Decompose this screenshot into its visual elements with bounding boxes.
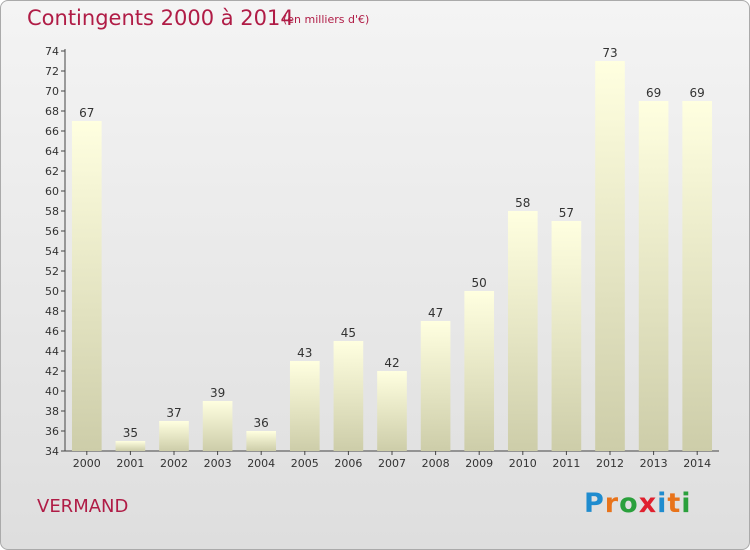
x-tick-label: 2003 <box>204 457 232 470</box>
data-label: 47 <box>428 306 443 320</box>
x-tick-label: 2014 <box>683 457 711 470</box>
bar <box>464 291 495 451</box>
y-tick-label: 38 <box>45 405 59 418</box>
data-label: 73 <box>602 46 617 60</box>
data-label: 50 <box>472 276 487 290</box>
y-tick-label: 74 <box>45 45 59 58</box>
chart-subtitle: (en milliers d'€) <box>283 13 370 26</box>
data-label: 43 <box>297 346 312 360</box>
y-tick-label: 70 <box>45 85 59 98</box>
bar <box>202 401 233 451</box>
commune-name: VERMAND <box>37 496 129 517</box>
y-tick-label: 34 <box>45 445 59 458</box>
y-tick-label: 40 <box>45 385 59 398</box>
y-tick-label: 48 <box>45 305 59 318</box>
x-tick-label: 2013 <box>640 457 668 470</box>
data-label: 39 <box>210 386 225 400</box>
y-tick-label: 56 <box>45 225 59 238</box>
bar <box>71 121 102 451</box>
y-tick-label: 68 <box>45 105 59 118</box>
logo-letter: o <box>619 488 639 519</box>
data-label: 42 <box>384 356 399 370</box>
y-tick-label: 62 <box>45 165 59 178</box>
bar <box>246 431 277 451</box>
y-tick-label: 42 <box>45 365 59 378</box>
bar <box>333 341 364 451</box>
logo-letter: t <box>667 488 682 519</box>
x-tick-label: 2002 <box>160 457 188 470</box>
y-tick-label: 54 <box>45 245 59 258</box>
data-label: 45 <box>341 326 356 340</box>
bar <box>289 361 320 451</box>
x-tick-label: 2007 <box>378 457 406 470</box>
data-label: 37 <box>166 406 181 420</box>
x-tick-label: 2004 <box>247 457 275 470</box>
data-label: 69 <box>646 86 661 100</box>
logo-letter: i <box>681 488 692 519</box>
data-label: 69 <box>690 86 705 100</box>
y-tick-label: 46 <box>45 325 59 338</box>
x-tick-label: 2001 <box>116 457 144 470</box>
chart-title: Contingents 2000 à 2014 <box>27 6 294 30</box>
x-tick-label: 2000 <box>73 457 101 470</box>
x-tick-label: 2012 <box>596 457 624 470</box>
data-label: 35 <box>123 426 138 440</box>
y-tick-label: 58 <box>45 205 59 218</box>
data-label: 57 <box>559 206 574 220</box>
y-tick-label: 44 <box>45 345 59 358</box>
x-tick-label: 2010 <box>509 457 537 470</box>
y-tick-label: 52 <box>45 265 59 278</box>
x-tick-label: 2005 <box>291 457 319 470</box>
bar <box>682 101 713 451</box>
x-tick-label: 2006 <box>334 457 362 470</box>
y-tick-label: 50 <box>45 285 59 298</box>
y-tick-label: 66 <box>45 125 59 138</box>
bar <box>507 211 538 451</box>
bar <box>159 421 189 451</box>
x-tick-label: 2009 <box>465 457 493 470</box>
y-tick-label: 64 <box>45 145 59 158</box>
bar <box>638 101 669 451</box>
y-tick-label: 72 <box>45 65 59 78</box>
proxiti-logo[interactable]: Proxiti <box>584 488 692 519</box>
logo-letter: P <box>584 488 605 519</box>
y-tick-label: 60 <box>45 185 59 198</box>
chart-axes: 34 36 38 40 42 44 46 48 50 52 54 56 58 60 62 64 66 68 70 72… <box>45 45 719 470</box>
data-label: 67 <box>79 106 94 120</box>
logo-letter: i <box>657 488 668 519</box>
bar <box>115 441 146 451</box>
bar <box>420 321 451 451</box>
x-tick-label: 2011 <box>552 457 580 470</box>
logo-letter: x <box>638 488 658 519</box>
data-label: 58 <box>515 196 530 210</box>
chart-bars: 67 35 37 39 36 43 45 42 47 50 58 57 73 69 69 <box>71 46 713 451</box>
bar <box>551 221 582 451</box>
y-tick-label: 36 <box>45 425 59 438</box>
logo-letter: r <box>604 488 620 519</box>
data-label: 36 <box>254 416 269 430</box>
bar <box>377 371 407 451</box>
bar <box>595 61 625 451</box>
x-tick-label: 2008 <box>422 457 450 470</box>
